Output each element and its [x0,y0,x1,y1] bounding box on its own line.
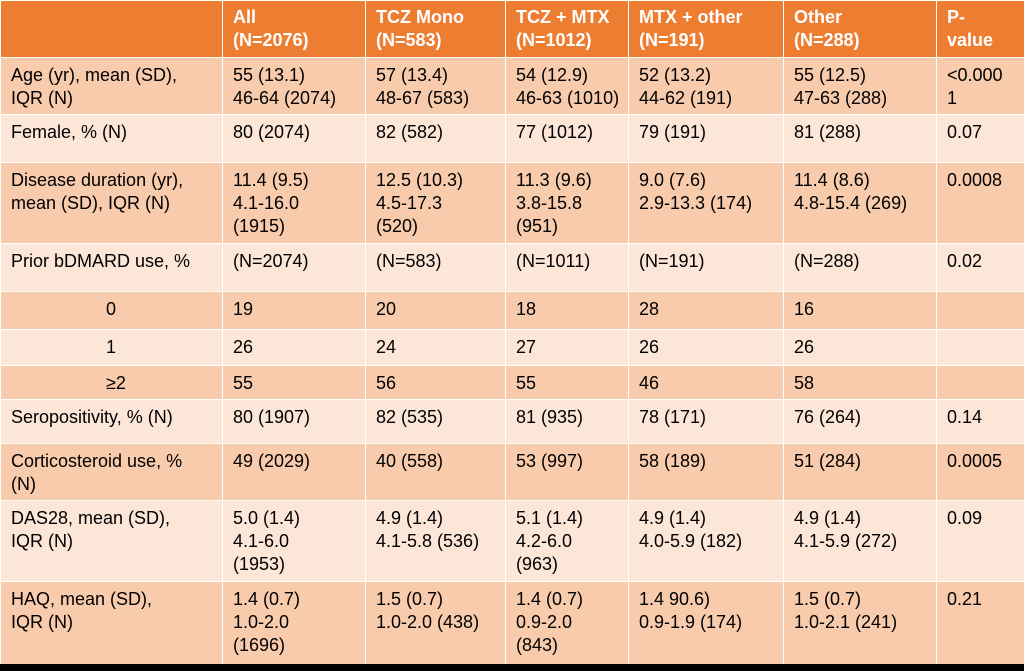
row-label: Disease duration (yr), mean (SD), IQR (N… [0,162,223,244]
header-cell-tcz-mono: TCZ Mono (N=583) [365,0,506,58]
table-row: 0 19 20 18 28 16 [0,291,1024,330]
cell-other: 76 (264) [783,399,937,444]
table-row: DAS28, mean (SD), IQR (N) 5.0 (1.4) 4.1-… [0,500,1024,582]
table-row: Disease duration (yr), mean (SD), IQR (N… [0,162,1024,244]
table-row: 1 26 24 27 26 26 [0,329,1024,366]
cell-tcz-mtx: 18 [505,291,629,330]
cell-p-value: 0.09 [936,500,1024,582]
cell-tcz-mono: 24 [365,329,506,366]
row-label: Prior bDMARD use, % [0,243,223,292]
header-row: All (N=2076) TCZ Mono (N=583) TCZ + MTX … [0,0,1024,58]
row-label: DAS28, mean (SD), IQR (N) [0,500,223,582]
cell-tcz-mtx: (N=1011) [505,243,629,292]
cell-tcz-mtx: 27 [505,329,629,366]
cell-mtx-other: 1.4 90.6) 0.9-1.9 (174) [628,581,784,665]
row-label: Age (yr), mean (SD), IQR (N) [0,57,223,115]
cell-mtx-other: 28 [628,291,784,330]
cell-tcz-mono: 56 [365,365,506,400]
cell-p-value: 0.0005 [936,443,1024,501]
cell-other: 16 [783,291,937,330]
cell-all: 11.4 (9.5) 4.1-16.0 (1915) [222,162,366,244]
header-cell-p-value: P- value [936,0,1024,58]
cell-p-value [936,329,1024,366]
cell-all: 55 [222,365,366,400]
row-label: 1 [0,329,223,366]
header-cell-tcz-mtx: TCZ + MTX (N=1012) [505,0,629,58]
table-row: Age (yr), mean (SD), IQR (N) 55 (13.1) 4… [0,57,1024,115]
cell-tcz-mono: 82 (535) [365,399,506,444]
cell-all: 1.4 (0.7) 1.0-2.0 (1696) [222,581,366,665]
cell-p-value: 0.14 [936,399,1024,444]
cell-all: 55 (13.1) 46-64 (2074) [222,57,366,115]
header-cell-other: Other (N=288) [783,0,937,58]
header-cell-all: All (N=2076) [222,0,366,58]
cell-other: (N=288) [783,243,937,292]
cell-mtx-other: 4.9 (1.4) 4.0-5.9 (182) [628,500,784,582]
cell-tcz-mono: 4.9 (1.4) 4.1-5.8 (536) [365,500,506,582]
cell-other: 26 [783,329,937,366]
row-label: 0 [0,291,223,330]
cell-tcz-mono: 12.5 (10.3) 4.5-17.3 (520) [365,162,506,244]
cell-tcz-mono: 1.5 (0.7) 1.0-2.0 (438) [365,581,506,665]
cell-mtx-other: 78 (171) [628,399,784,444]
table-row: Female, % (N) 80 (2074) 82 (582) 77 (101… [0,114,1024,163]
cell-all: (N=2074) [222,243,366,292]
cell-mtx-other: 79 (191) [628,114,784,163]
cell-tcz-mtx: 1.4 (0.7) 0.9-2.0 (843) [505,581,629,665]
cell-all: 80 (1907) [222,399,366,444]
cell-mtx-other: 46 [628,365,784,400]
cell-mtx-other: (N=191) [628,243,784,292]
cell-tcz-mono: 57 (13.4) 48-67 (583) [365,57,506,115]
cell-all: 26 [222,329,366,366]
cell-mtx-other: 58 (189) [628,443,784,501]
table-row: Corticosteroid use, % (N) 49 (2029) 40 (… [0,443,1024,501]
cell-tcz-mtx: 5.1 (1.4) 4.2-6.0 (963) [505,500,629,582]
cell-p-value [936,365,1024,400]
bottom-bar [0,664,1024,671]
cell-all: 80 (2074) [222,114,366,163]
cell-tcz-mtx: 53 (997) [505,443,629,501]
row-label: HAQ, mean (SD), IQR (N) [0,581,223,665]
table-row: ≥2 55 56 55 46 58 [0,365,1024,400]
cell-other: 81 (288) [783,114,937,163]
cell-other: 4.9 (1.4) 4.1-5.9 (272) [783,500,937,582]
cell-tcz-mtx: 11.3 (9.6) 3.8-15.8 (951) [505,162,629,244]
cell-p-value: 0.0008 [936,162,1024,244]
cell-other: 55 (12.5) 47-63 (288) [783,57,937,115]
cell-p-value: 0.07 [936,114,1024,163]
cell-mtx-other: 52 (13.2) 44-62 (191) [628,57,784,115]
cell-tcz-mtx: 81 (935) [505,399,629,444]
cell-p-value: <0.000 1 [936,57,1024,115]
cell-tcz-mtx: 77 (1012) [505,114,629,163]
cell-all: 19 [222,291,366,330]
cell-tcz-mono: 20 [365,291,506,330]
table-row: Seropositivity, % (N) 80 (1907) 82 (535)… [0,399,1024,444]
row-label: Seropositivity, % (N) [0,399,223,444]
header-cell-blank [0,0,223,58]
cell-p-value [936,291,1024,330]
cell-other: 1.5 (0.7) 1.0-2.1 (241) [783,581,937,665]
cell-tcz-mtx: 55 [505,365,629,400]
cell-all: 5.0 (1.4) 4.1-6.0 (1953) [222,500,366,582]
row-label: Female, % (N) [0,114,223,163]
cell-p-value: 0.21 [936,581,1024,665]
cell-other: 58 [783,365,937,400]
cell-other: 11.4 (8.6) 4.8-15.4 (269) [783,162,937,244]
cell-mtx-other: 26 [628,329,784,366]
table-row: Prior bDMARD use, % (N=2074) (N=583) (N=… [0,243,1024,292]
row-label: Corticosteroid use, % (N) [0,443,223,501]
cell-tcz-mtx: 54 (12.9) 46-63 (1010) [505,57,629,115]
table-row: HAQ, mean (SD), IQR (N) 1.4 (0.7) 1.0-2.… [0,581,1024,665]
cell-tcz-mono: 40 (558) [365,443,506,501]
cell-all: 49 (2029) [222,443,366,501]
cell-tcz-mono: 82 (582) [365,114,506,163]
cell-tcz-mono: (N=583) [365,243,506,292]
header-cell-mtx-other: MTX + other (N=191) [628,0,784,58]
cell-other: 51 (284) [783,443,937,501]
cell-mtx-other: 9.0 (7.6) 2.9-13.3 (174) [628,162,784,244]
row-label: ≥2 [0,365,223,400]
cell-p-value: 0.02 [936,243,1024,292]
